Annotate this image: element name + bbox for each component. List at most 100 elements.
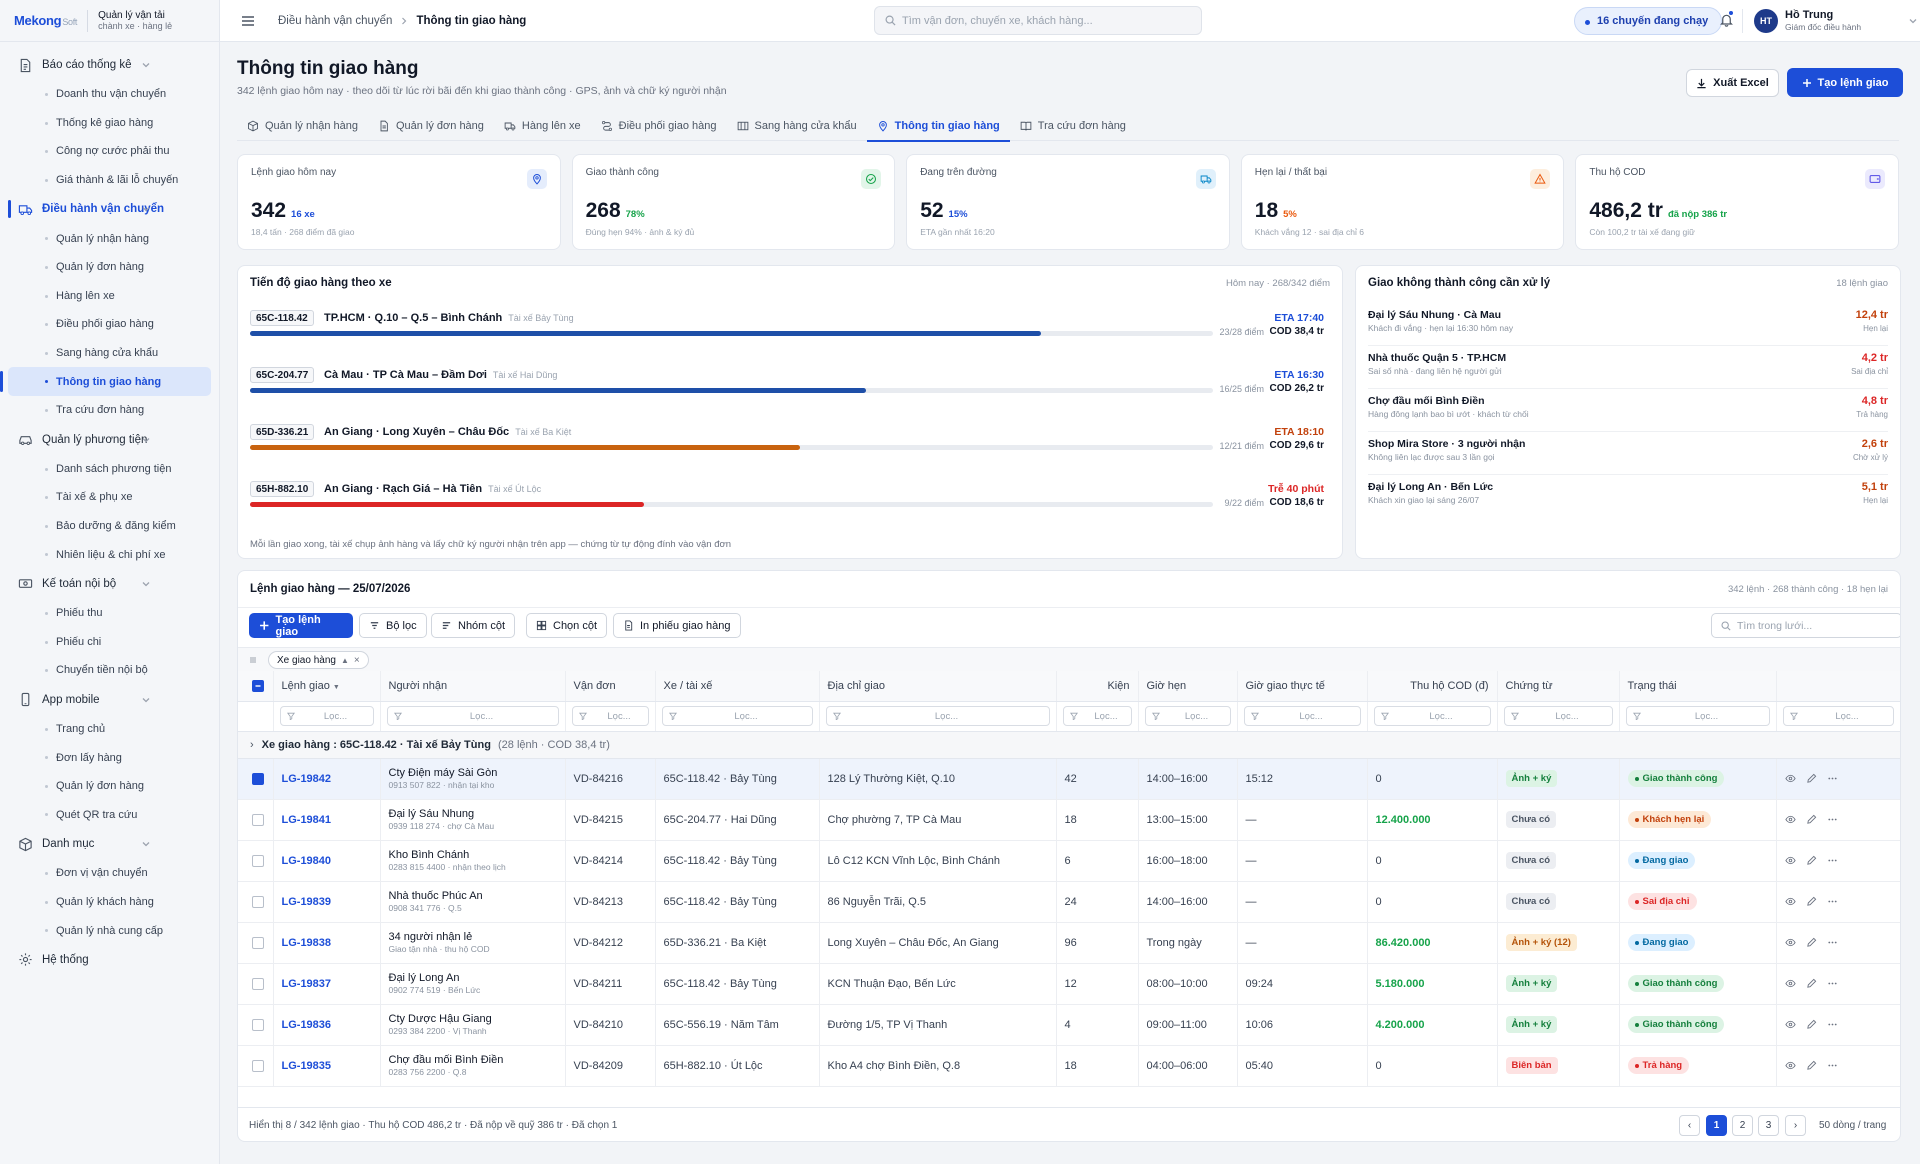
vehicle-progress-row[interactable]: 65H-882.10 An Giang · Rạch Giá – Hà Tiên… xyxy=(250,481,1324,531)
tab-quan-ly-don-hang[interactable]: Quản lý đơn hàng xyxy=(368,110,494,141)
sidebar-item-gia-thanh-lai-lo-chuyen[interactable]: Giá thành & lãi lỗ chuyến xyxy=(0,166,219,195)
column-filter-input[interactable]: Lọc... xyxy=(279,706,374,726)
eye-icon[interactable] xyxy=(1784,1019,1796,1030)
doc-badge[interactable]: Ảnh + ký xyxy=(1505,975,1558,992)
sidebar-item-dieu-phoi-giao-hang[interactable]: Điều phối giao hàng xyxy=(0,310,219,339)
edit-icon[interactable] xyxy=(1806,978,1817,989)
sidebar-item-cong-no-cuoc-phai-thu[interactable]: Công nợ cước phải thu xyxy=(0,137,219,166)
eye-icon[interactable] xyxy=(1784,855,1796,866)
row-checkbox[interactable] xyxy=(252,813,264,826)
tab-sang-hang-cua-khau[interactable]: Sang hàng cửa khẩu xyxy=(727,110,867,141)
edit-icon[interactable] xyxy=(1806,896,1817,907)
delivery-id-link[interactable]: LG-19840 xyxy=(281,854,332,867)
sidebar-group-he-thong[interactable]: Hệ thống xyxy=(0,945,219,975)
print-delivery-button[interactable]: In phiếu giao hàng xyxy=(613,613,741,638)
chevron-down-icon[interactable] xyxy=(141,435,151,445)
sidebar-item-quan-ly-khach-hang[interactable]: Quản lý khách hàng xyxy=(0,888,219,917)
kpi-card[interactable]: Lệnh giao hôm nay 342 16 xe 18,4 tấn · 26… xyxy=(237,154,561,250)
column-filter-input[interactable]: Lọc... xyxy=(571,706,649,726)
row-checkbox[interactable] xyxy=(252,1018,264,1031)
edit-icon[interactable] xyxy=(1806,937,1817,948)
app-logo[interactable]: MekongSoft xyxy=(14,13,78,28)
more-icon[interactable] xyxy=(1827,978,1838,989)
page-button-2[interactable]: 2 xyxy=(1732,1115,1753,1136)
eye-icon[interactable] xyxy=(1784,896,1796,907)
row-checkbox[interactable] xyxy=(252,1059,264,1072)
delivery-id-link[interactable]: LG-19841 xyxy=(281,813,332,826)
kpi-card[interactable]: Hẹn lại / thất bại 18 5% Khách vắng 12 · … xyxy=(1240,154,1565,250)
group-chip[interactable]: Xe giao hàng ▲ × xyxy=(268,651,369,669)
delivery-id-link[interactable]: LG-19835 xyxy=(281,1059,332,1072)
table-row[interactable]: LG-19837 Đại lý Long An 0902 774 519 · Bế… xyxy=(238,963,1900,1005)
tab-hang-len-xe[interactable]: Hàng lên xe xyxy=(494,110,591,141)
grid-search-input[interactable] xyxy=(1737,619,1857,632)
edit-icon[interactable] xyxy=(1806,773,1817,784)
column-header-chung-tu[interactable]: Chứng từ xyxy=(1497,671,1620,702)
more-icon[interactable] xyxy=(1827,1060,1838,1071)
sidebar-item-quan-ly-don-hang[interactable]: Quản lý đơn hàng xyxy=(0,772,219,801)
export-excel-button[interactable]: Xuất Excel xyxy=(1686,69,1779,97)
sidebar-item-tai-xe-phu-xe[interactable]: Tài xế & phụ xe xyxy=(0,483,219,512)
tab-dieu-phoi-giao-hang[interactable]: Điều phối giao hàng xyxy=(591,110,727,141)
grid-create-button[interactable]: Tạo lệnh giao xyxy=(249,613,353,638)
sidebar-item-phieu-thu[interactable]: Phiếu thu xyxy=(0,599,219,628)
more-icon[interactable] xyxy=(1827,1019,1838,1030)
next-page-button[interactable]: › xyxy=(1785,1115,1806,1136)
eye-icon[interactable] xyxy=(1784,1060,1796,1071)
doc-badge[interactable]: Chưa có xyxy=(1505,893,1557,910)
column-filter-input[interactable]: Lọc... xyxy=(1243,706,1361,726)
column-filter-input[interactable]: Lọc... xyxy=(1144,706,1231,726)
kpi-card[interactable]: Giao thành công 268 78% Đúng hẹn 94% · ản… xyxy=(571,154,896,250)
eye-icon[interactable] xyxy=(1784,814,1796,825)
more-icon[interactable] xyxy=(1827,773,1838,784)
filter-button[interactable]: Bộ lọc xyxy=(359,613,427,638)
sort-desc-icon[interactable]: ▼ xyxy=(332,683,340,691)
column-header-dia-chi-giao[interactable]: Địa chỉ giao xyxy=(819,671,1057,702)
failed-delivery-item[interactable]: Đại lý Sáu Nhung · Cà Mau Khách đi vắng … xyxy=(1368,303,1888,346)
table-row[interactable]: LG-19835 Chợ đầu mối Bình Điền 0283 756 2… xyxy=(238,1045,1900,1087)
delivery-id-link[interactable]: LG-19837 xyxy=(281,977,332,990)
column-filter-input[interactable]: Lọc... xyxy=(1503,706,1613,726)
chevron-down-icon[interactable] xyxy=(141,60,151,70)
sidebar-item-thong-tin-giao-hang[interactable]: Thông tin giao hàng xyxy=(0,367,211,396)
sidebar-group-bao-cao-thong-ke[interactable]: Báo cáo thống kê xyxy=(0,50,219,80)
sidebar-group-quan-ly-phuong-tien[interactable]: Quản lý phương tiện xyxy=(0,425,219,455)
chevron-down-icon[interactable] xyxy=(141,839,151,849)
column-header-thu-ho-cod-d[interactable]: Thu hộ COD (đ) xyxy=(1367,671,1498,702)
eye-icon[interactable] xyxy=(1784,773,1796,784)
avatar[interactable]: HT xyxy=(1754,9,1778,33)
chevron-down-icon[interactable] xyxy=(141,695,151,705)
eye-icon[interactable] xyxy=(1784,937,1796,948)
chevron-down-icon[interactable] xyxy=(1908,16,1918,26)
table-row[interactable]: LG-19840 Kho Bình Chánh 0283 815 4400 · n… xyxy=(238,840,1900,882)
more-icon[interactable] xyxy=(1827,814,1838,825)
sidebar-group-app-mobile[interactable]: App mobile xyxy=(0,685,219,715)
table-row[interactable]: LG-19842 Cty Điện máy Sài Gòn 0913 507 82… xyxy=(238,758,1900,800)
table-row[interactable]: LG-19838 34 người nhận lẻ Giao tận nhà · … xyxy=(238,922,1900,964)
create-delivery-button[interactable]: Tạo lệnh giao xyxy=(1787,68,1903,97)
delivery-id-link[interactable]: LG-19836 xyxy=(281,1018,332,1031)
page-size-select[interactable]: 50 dòng / trang xyxy=(1819,1120,1887,1131)
vehicle-progress-row[interactable]: 65C-118.42 TP.HCM · Q.10 – Q.5 – Bình Ch… xyxy=(250,310,1324,360)
failed-delivery-item[interactable]: Chợ đầu mối Bình Điền Hàng đông lạnh bao… xyxy=(1368,389,1888,432)
sidebar-item-bao-duong-dang-kiem[interactable]: Bảo dưỡng & đăng kiểm xyxy=(0,512,219,541)
failed-delivery-item[interactable]: Đại lý Long An · Bến Lức Khách xin giao … xyxy=(1368,475,1888,518)
delivery-id-link[interactable]: LG-19842 xyxy=(281,772,332,785)
kpi-card[interactable]: Đang trên đường 52 15% ETA gần nhất 16:20 xyxy=(906,154,1230,250)
doc-badge[interactable]: Ảnh + ký (12) xyxy=(1505,934,1577,951)
tab-thong-tin-giao-hang[interactable]: Thông tin giao hàng xyxy=(866,110,1010,142)
sidebar-item-danh-sach-phuong-tien[interactable]: Danh sách phương tiện xyxy=(0,455,219,484)
doc-badge[interactable]: Chưa có xyxy=(1505,811,1557,828)
sidebar-item-quet-qr-tra-cuu[interactable]: Quét QR tra cứu xyxy=(0,800,219,829)
sidebar-item-quan-ly-nhan-hang[interactable]: Quản lý nhận hàng xyxy=(0,224,219,253)
more-icon[interactable] xyxy=(1827,937,1838,948)
breadcrumb-parent[interactable]: Điều hành vận chuyển xyxy=(278,14,393,27)
column-filter-input[interactable]: Lọc... xyxy=(661,706,813,726)
column-filter-input[interactable]: Lọc... xyxy=(1782,706,1894,726)
column-header-van-don[interactable]: Vận đơn xyxy=(565,671,656,702)
chevron-down-icon[interactable] xyxy=(141,579,151,589)
hamburger-menu-icon[interactable] xyxy=(240,13,256,29)
tab-tra-cuu-don-hang[interactable]: Tra cứu đơn hàng xyxy=(1010,110,1136,141)
failed-delivery-item[interactable]: Nhà thuốc Quận 5 · TP.HCM Sai số nhà · đ… xyxy=(1368,346,1888,389)
column-header-gio-hen[interactable]: Giờ hẹn xyxy=(1138,671,1238,702)
